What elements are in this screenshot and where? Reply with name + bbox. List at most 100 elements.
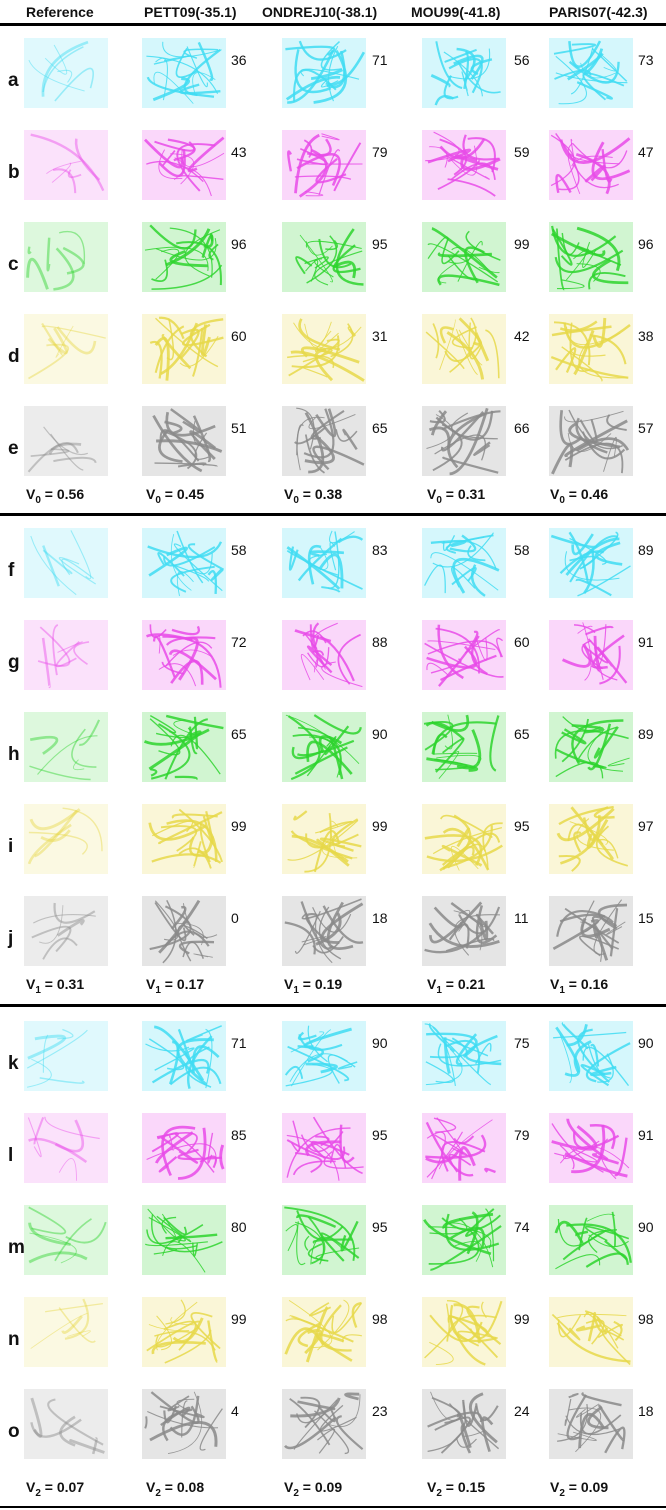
reference-map-d xyxy=(20,310,112,388)
method-3-map-n xyxy=(418,1293,510,1371)
method-3-map-h xyxy=(418,708,510,786)
group-divider-rule xyxy=(0,1004,666,1007)
reference-map-n xyxy=(20,1293,112,1371)
v-symbol: V xyxy=(146,976,156,992)
score-h-1: 65 xyxy=(231,726,247,742)
score-f-3: 58 xyxy=(514,542,530,558)
v2-value-4: V2 = 0.09 xyxy=(550,1479,609,1499)
method-3-map-f xyxy=(418,524,510,602)
score-j-1: 0 xyxy=(231,910,239,926)
score-k-2: 90 xyxy=(372,1035,388,1051)
method-1-map-g xyxy=(138,616,230,694)
reference-map-o xyxy=(20,1385,112,1463)
reference-map-c xyxy=(20,218,112,296)
score-b-4: 47 xyxy=(638,144,654,160)
v-symbol: V xyxy=(146,486,156,502)
method-2-map-n xyxy=(278,1293,370,1371)
method-1-map-n xyxy=(138,1293,230,1371)
method-2-map-j xyxy=(278,892,370,970)
score-k-1: 71 xyxy=(231,1035,247,1051)
column-header-mou99: MOU99(-41.8) xyxy=(411,4,501,20)
method-3-map-o xyxy=(418,1385,510,1463)
score-d-4: 38 xyxy=(638,328,654,344)
score-f-4: 89 xyxy=(638,542,654,558)
reference-map-i xyxy=(20,800,112,878)
score-d-1: 60 xyxy=(231,328,247,344)
score-i-1: 99 xyxy=(231,818,247,834)
method-2-map-a xyxy=(278,34,370,112)
method-2-map-o xyxy=(278,1385,370,1463)
v0-value-3: V0 = 0.31 xyxy=(427,486,486,506)
method-2-map-f xyxy=(278,524,370,602)
score-a-3: 56 xyxy=(514,52,530,68)
method-3-map-a xyxy=(418,34,510,112)
score-m-4: 90 xyxy=(638,1219,654,1235)
v1-value-2: V1 = 0.19 xyxy=(284,976,343,996)
score-c-3: 99 xyxy=(514,236,530,252)
reference-map-a xyxy=(20,34,112,112)
row-label-g: g xyxy=(8,652,20,673)
score-b-2: 79 xyxy=(372,144,388,160)
method-2-map-l xyxy=(278,1109,370,1187)
row-label-l: l xyxy=(8,1145,14,1166)
v0-value-2: V0 = 0.38 xyxy=(284,486,343,506)
score-b-3: 59 xyxy=(514,144,530,160)
v1-value-3: V1 = 0.21 xyxy=(427,976,486,996)
score-e-1: 51 xyxy=(231,420,247,436)
v-subscript: 1 xyxy=(436,984,442,996)
score-b-1: 43 xyxy=(231,144,247,160)
v1-value-1: V1 = 0.17 xyxy=(146,976,205,996)
score-i-4: 97 xyxy=(638,818,654,834)
score-a-2: 71 xyxy=(372,52,388,68)
v-symbol: V xyxy=(427,1479,437,1495)
row-label-k: k xyxy=(8,1053,19,1074)
v2-value-2: V2 = 0.09 xyxy=(284,1479,343,1499)
method-2-map-g xyxy=(278,616,370,694)
v-subscript: 1 xyxy=(155,984,161,996)
v2-value-3: V2 = 0.15 xyxy=(427,1479,486,1499)
score-o-4: 18 xyxy=(638,1403,654,1419)
v-number: 0.09 xyxy=(314,1479,343,1495)
v-number: 0.38 xyxy=(314,486,343,502)
method-1-map-l xyxy=(138,1109,230,1187)
v-subscript: 2 xyxy=(559,1487,565,1499)
score-g-2: 88 xyxy=(372,634,388,650)
method-4-map-g xyxy=(545,616,637,694)
method-2-map-d xyxy=(278,310,370,388)
method-2-map-k xyxy=(278,1017,370,1095)
method-4-map-l xyxy=(545,1109,637,1187)
method-2-map-b xyxy=(278,126,370,204)
v-subscript: 0 xyxy=(35,494,41,506)
method-4-map-o xyxy=(545,1385,637,1463)
score-l-2: 95 xyxy=(372,1127,388,1143)
v-number: 0.09 xyxy=(580,1479,609,1495)
score-a-1: 36 xyxy=(231,52,247,68)
method-4-map-c xyxy=(545,218,637,296)
score-h-3: 65 xyxy=(514,726,530,742)
group-divider-rule xyxy=(0,513,666,516)
score-e-2: 65 xyxy=(372,420,388,436)
score-l-3: 79 xyxy=(514,1127,530,1143)
v-subscript: 1 xyxy=(293,984,299,996)
method-1-map-j xyxy=(138,892,230,970)
v-symbol: V xyxy=(26,1479,36,1495)
column-header-ondrej10: ONDREJ10(-38.1) xyxy=(262,4,378,20)
reference-map-j xyxy=(20,892,112,970)
score-g-1: 72 xyxy=(231,634,247,650)
score-h-4: 89 xyxy=(638,726,654,742)
method-3-map-d xyxy=(418,310,510,388)
method-2-map-i xyxy=(278,800,370,878)
method-1-map-d xyxy=(138,310,230,388)
reference-map-m xyxy=(20,1201,112,1279)
score-f-1: 58 xyxy=(231,542,247,558)
method-1-map-m xyxy=(138,1201,230,1279)
method-4-map-e xyxy=(545,402,637,480)
score-i-3: 95 xyxy=(514,818,530,834)
score-m-3: 74 xyxy=(514,1219,530,1235)
method-2-map-h xyxy=(278,708,370,786)
v-symbol: V xyxy=(550,976,560,992)
method-3-map-i xyxy=(418,800,510,878)
column-header-pett09: PETT09(-35.1) xyxy=(144,4,237,20)
v1-value-0: V1 = 0.31 xyxy=(26,976,85,996)
score-k-4: 90 xyxy=(638,1035,654,1051)
